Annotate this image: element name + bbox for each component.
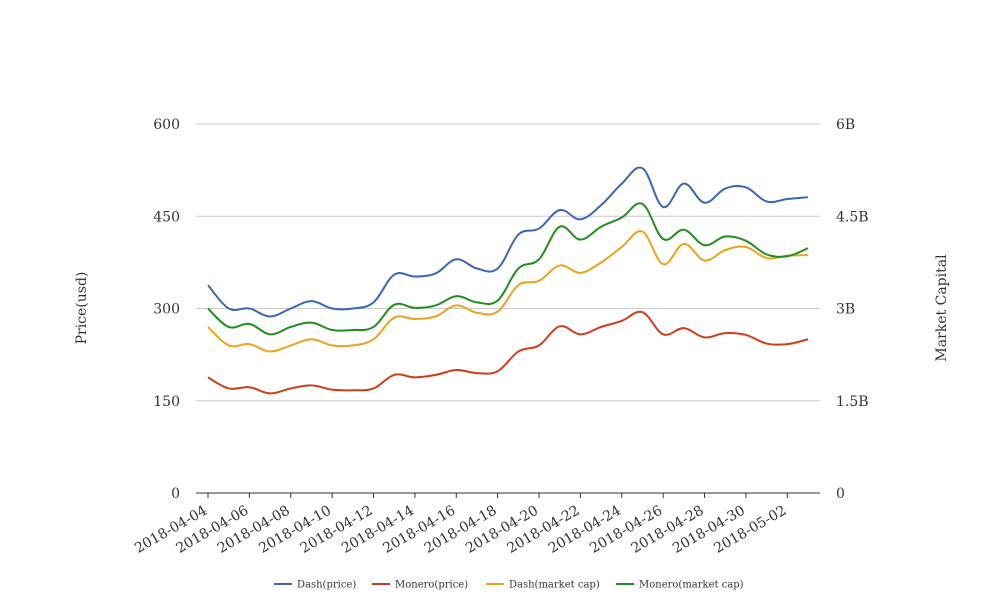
right-tick-label: 4.5B xyxy=(836,209,869,225)
left-axis-title: Price(usd) xyxy=(74,272,90,345)
legend: Dash(price) Monero(price) Dash(market cap)… xyxy=(274,580,744,591)
left-tick-label: 300 xyxy=(153,302,180,318)
left-tick-label: 450 xyxy=(153,209,180,225)
left-tick-label: 0 xyxy=(171,486,180,502)
left-axis-ticks: 0 150 300 450 600 xyxy=(153,117,180,502)
series-line-0 xyxy=(207,166,809,318)
legend-label: Monero(market cap) xyxy=(639,580,744,591)
series-line-1 xyxy=(207,310,809,395)
legend-label: Dash(price) xyxy=(297,580,356,591)
left-tick-label: 150 xyxy=(153,394,180,410)
legend-label: Dash(market cap) xyxy=(509,580,600,591)
right-axis-title: Market Capital xyxy=(934,254,950,362)
series-line-2 xyxy=(207,230,809,353)
series-lines xyxy=(207,166,809,395)
left-tick-label: 600 xyxy=(153,117,180,133)
right-tick-label: 6B xyxy=(836,117,855,133)
right-tick-label: 3B xyxy=(836,302,855,318)
right-tick-label: 0 xyxy=(836,486,845,502)
right-axis-ticks: 0 1.5B 3B 4.5B 6B xyxy=(836,117,869,502)
legend-label: Monero(price) xyxy=(395,580,468,591)
series-line-3 xyxy=(207,202,809,336)
x-axis-ticks: 2018-04-042018-04-062018-04-082018-04-10… xyxy=(132,493,789,557)
grid xyxy=(196,123,820,494)
right-tick-label: 1.5B xyxy=(836,394,869,410)
